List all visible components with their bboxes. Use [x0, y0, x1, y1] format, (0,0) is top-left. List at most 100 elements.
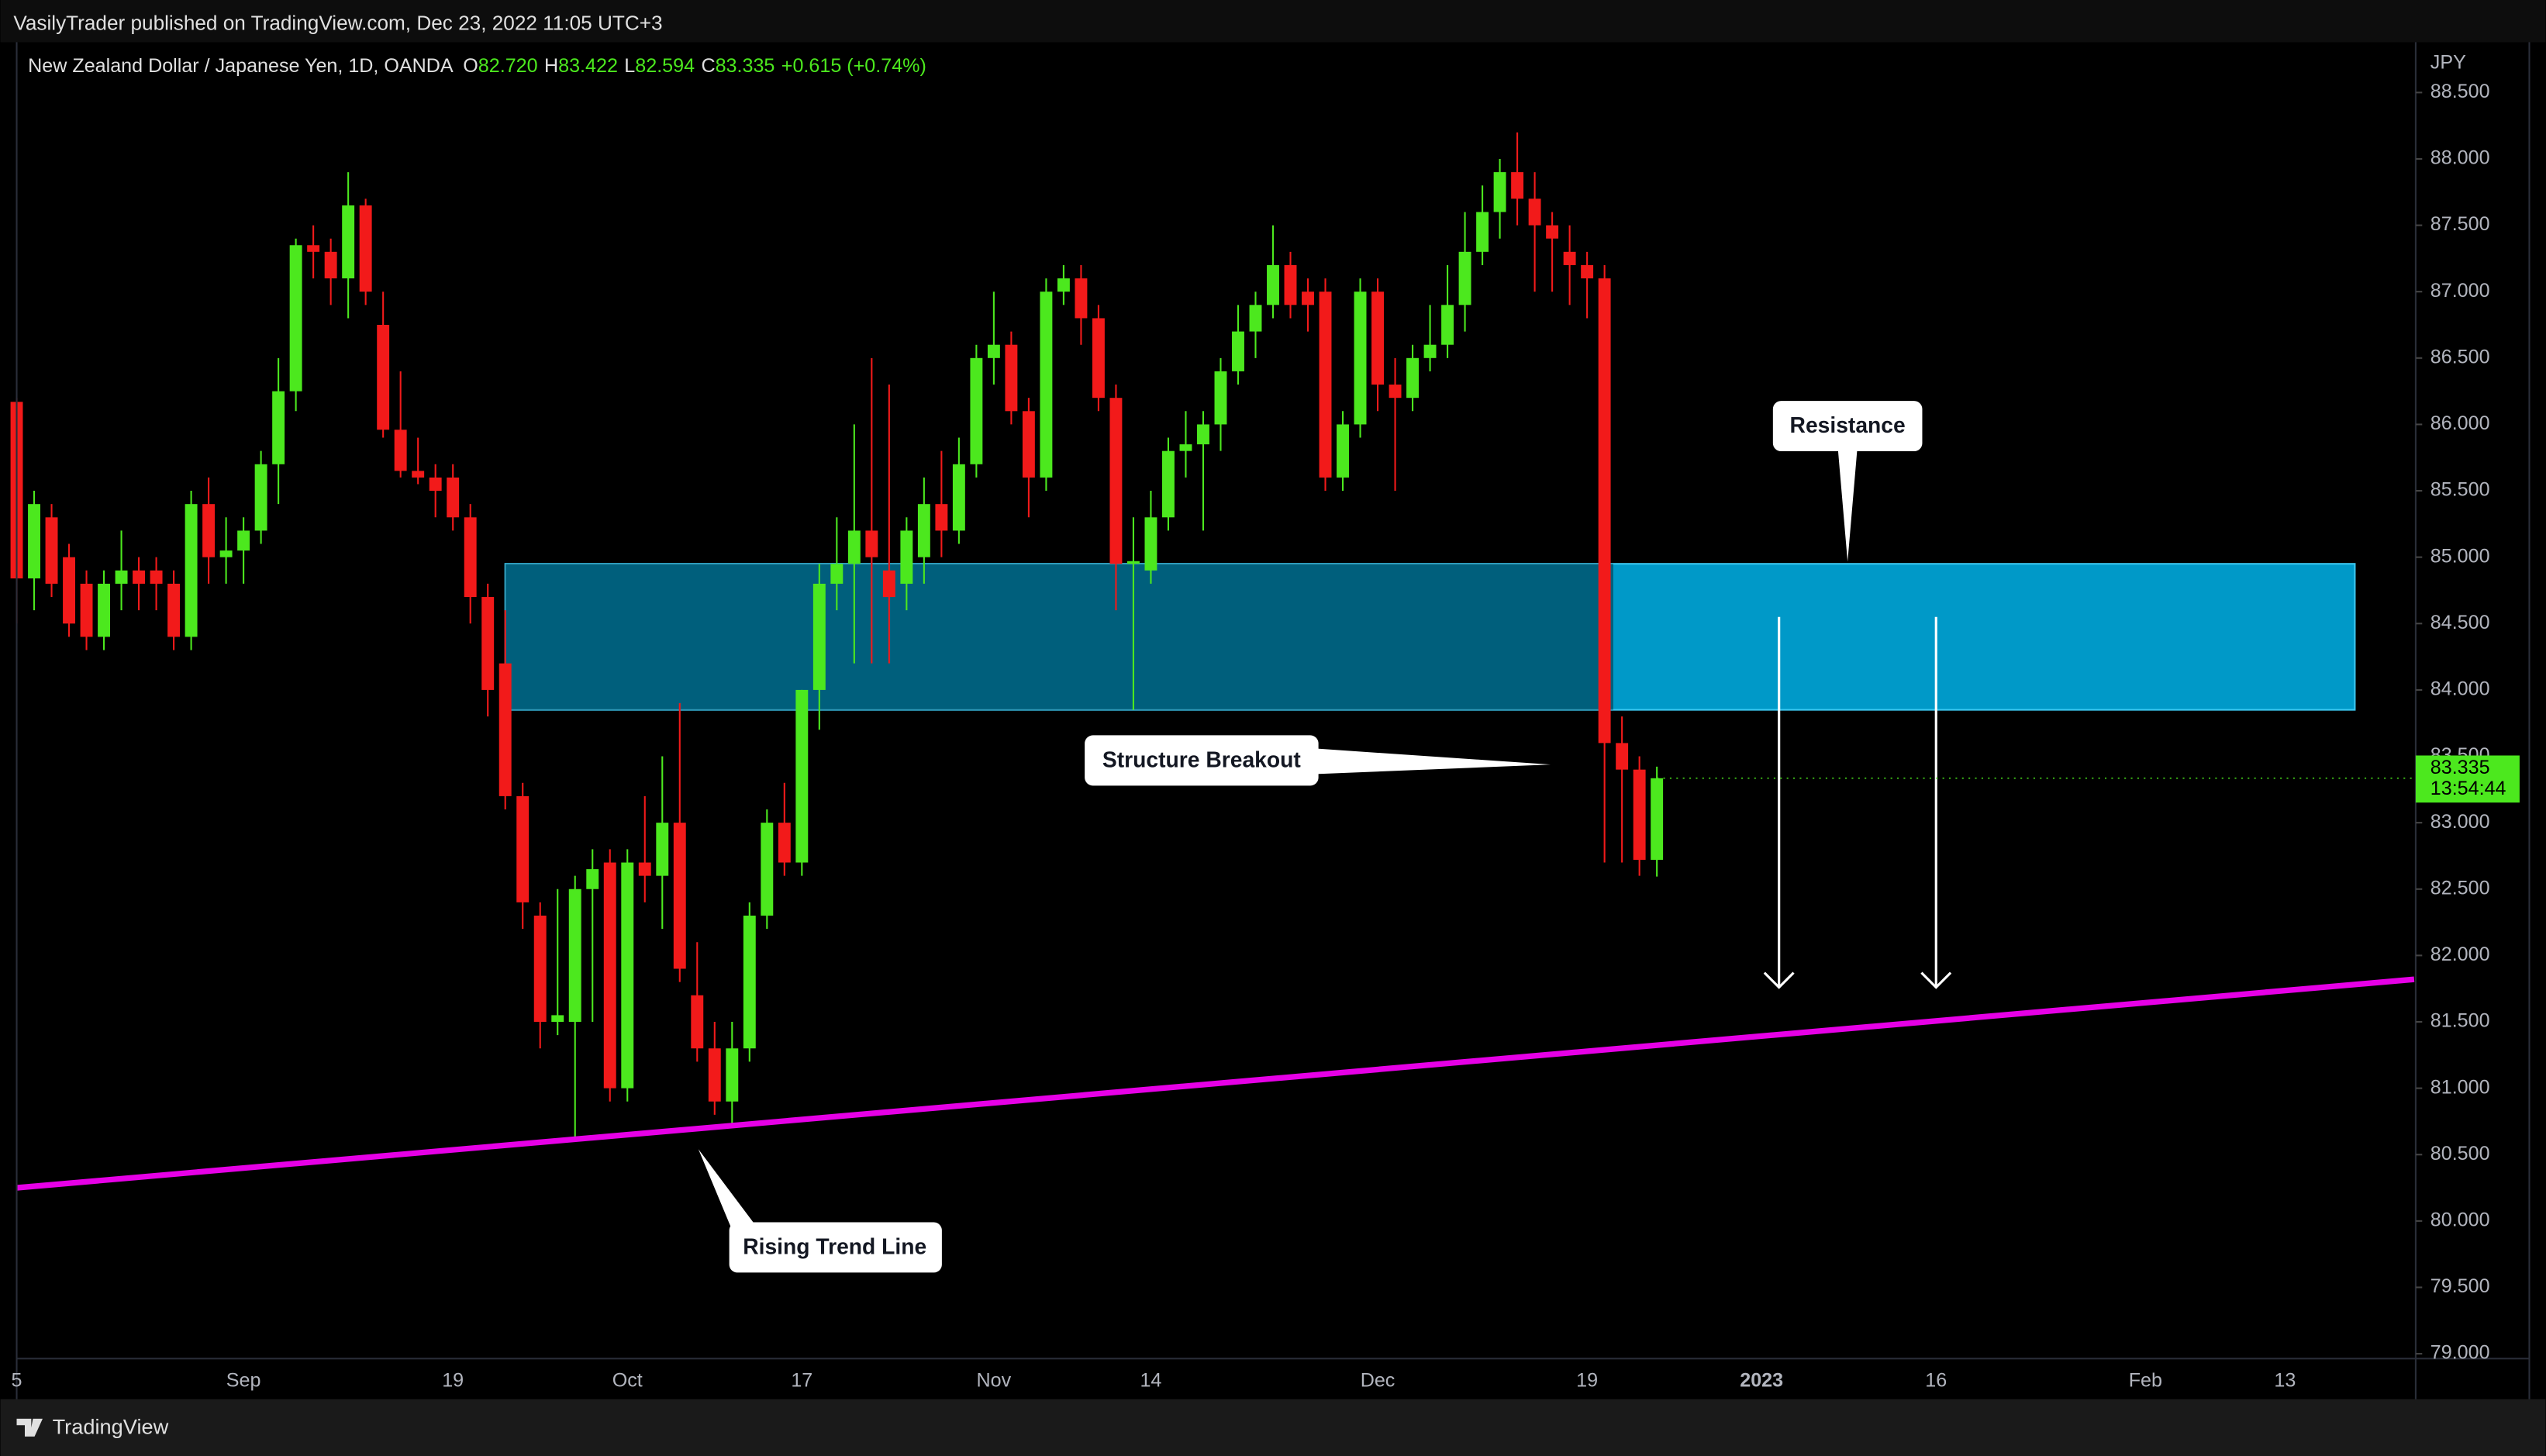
candle-body [603, 862, 616, 1089]
x-tick-label: 14 [1140, 1369, 1161, 1391]
x-tick-label: Oct [612, 1369, 643, 1391]
candle-body [1179, 444, 1192, 451]
candle-body [1319, 292, 1332, 478]
legend-value: 82.720 [478, 54, 538, 76]
candle-body [185, 504, 198, 637]
candle-body [621, 862, 634, 1089]
arrow-head [1763, 971, 1795, 989]
callout-box [1085, 735, 1319, 786]
candle-body [1616, 743, 1629, 770]
candle-body [1022, 411, 1035, 478]
candle-body [1005, 344, 1018, 412]
candle-body [1057, 278, 1070, 292]
candle-body [691, 995, 704, 1049]
candle-body [1162, 450, 1175, 518]
candle-body [1371, 292, 1384, 385]
candle-body [1406, 357, 1420, 399]
candle-body [307, 245, 320, 252]
candle-body [80, 583, 93, 637]
candle-body [1302, 292, 1314, 305]
y-tick-label: 84.500 [2430, 612, 2490, 633]
x-tick-label: Dec [1361, 1369, 1395, 1391]
candle-body [778, 823, 791, 863]
candle-body [377, 325, 390, 430]
last-price-label: 83.335 [2430, 757, 2490, 778]
candle-body [167, 583, 181, 637]
candle-body [847, 530, 861, 564]
legend-key: O [463, 54, 478, 76]
candle-body [219, 550, 233, 557]
x-tick-label: 19 [442, 1369, 464, 1391]
legend-change: +0.615 (+0.74%) [781, 54, 926, 76]
callout-pointer [698, 1149, 757, 1227]
x-tick-label: 5 [12, 1369, 22, 1391]
y-tick-label: 80.500 [2430, 1143, 2490, 1164]
candle-body [481, 597, 495, 690]
candle-body [952, 464, 965, 531]
candle-body [1040, 292, 1053, 478]
candle-body [464, 517, 477, 598]
plot [10, 132, 2415, 1191]
candle-body [1389, 385, 1402, 399]
candle-body [342, 205, 355, 279]
candle-body [1214, 371, 1227, 425]
x-tick-label: 2023 [1740, 1369, 1783, 1391]
y-tick-label: 88.000 [2430, 147, 2490, 169]
top-bar [0, 0, 2546, 43]
candle-body [882, 570, 895, 598]
callout-pointer [1312, 748, 1551, 775]
candle-body [1232, 331, 1244, 371]
countdown: 13:54:44 [2430, 778, 2506, 799]
candle-body [394, 430, 407, 471]
candle-body [1651, 778, 1664, 861]
currency: JPY [2430, 51, 2466, 73]
candle-body [133, 570, 146, 584]
callout-trend: Rising Trend Line [698, 1149, 942, 1273]
candle-body [1354, 292, 1367, 425]
last-price-box [2415, 755, 2520, 803]
legend-key: L [624, 54, 635, 76]
candle-body [673, 823, 686, 969]
x-tick-label: 16 [1925, 1369, 1947, 1391]
y-tick-label: 86.500 [2430, 346, 2490, 367]
candle-body [551, 1015, 564, 1023]
candle-body [1284, 264, 1297, 305]
candle-body [638, 862, 651, 876]
candle-body [202, 504, 216, 557]
y-tick-label: 88.500 [2430, 81, 2490, 102]
callout-box [1772, 401, 1923, 452]
candle-body [795, 689, 809, 863]
y-tick-label: 79.500 [2430, 1275, 2490, 1297]
zone-shade [505, 564, 1613, 710]
published-line: VasilyTrader published on TradingView.co… [13, 11, 662, 34]
legend-key: H [544, 54, 558, 76]
candle-body [324, 251, 337, 279]
candle-body [987, 344, 1000, 358]
callout-pointer [1837, 447, 1858, 562]
candle-body [1267, 264, 1279, 305]
candle-body [45, 517, 58, 584]
candle-body [1511, 172, 1524, 199]
candle-body [1493, 172, 1506, 212]
candle-body [726, 1048, 739, 1102]
candle-body [656, 823, 669, 876]
callout-resistance: Resistance [1772, 401, 1923, 562]
legend-value: 83.335 [716, 54, 775, 76]
candle-body [1197, 424, 1209, 445]
x-tick-label: 13 [2274, 1369, 2296, 1391]
candle-body [289, 245, 302, 392]
candle-body [429, 477, 442, 492]
y-tick-label: 80.000 [2430, 1209, 2490, 1231]
callout-text: Resistance [1790, 412, 1906, 437]
x-tick-label: Nov [977, 1369, 1012, 1391]
candle-body [63, 557, 75, 624]
symbol: New Zealand Dollar / Japanese Yen, 1D, O… [28, 54, 454, 76]
candle-body [237, 530, 250, 551]
footer-bar [0, 1399, 2546, 1456]
legend-value: 83.422 [558, 54, 618, 76]
candle-body [1337, 424, 1349, 478]
candle-body [1458, 251, 1471, 305]
candle-body [359, 205, 372, 292]
